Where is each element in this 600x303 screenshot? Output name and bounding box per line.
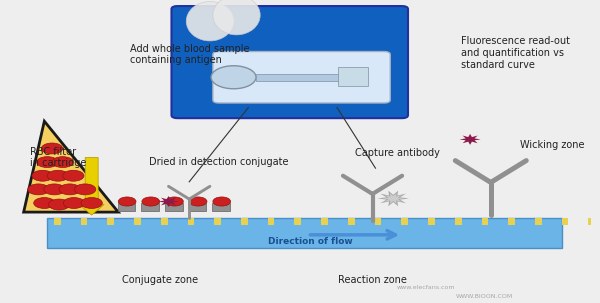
Bar [107,218,114,225]
Bar [268,218,274,225]
Circle shape [74,184,96,195]
Bar [212,203,230,211]
Bar [165,203,183,211]
Circle shape [32,170,53,181]
Text: www.elecfans.com: www.elecfans.com [397,285,455,290]
Polygon shape [383,193,404,204]
Bar [54,218,61,225]
Ellipse shape [186,2,233,41]
Circle shape [213,197,230,206]
Circle shape [63,198,85,208]
Circle shape [44,184,65,195]
Text: Add whole blood sample
containing antigen: Add whole blood sample containing antige… [130,44,250,65]
Bar [428,218,435,225]
Circle shape [118,197,136,206]
Bar [338,67,368,86]
Circle shape [49,199,70,210]
Circle shape [41,143,62,154]
Text: Capture antibody: Capture antibody [355,148,440,158]
Bar [374,218,382,225]
Bar [482,218,488,225]
Bar [118,203,136,211]
Circle shape [59,184,80,195]
FancyArrow shape [79,158,104,215]
Polygon shape [23,121,118,212]
Circle shape [28,184,49,195]
Circle shape [211,66,256,89]
Ellipse shape [213,0,260,35]
Bar [134,218,141,225]
Bar [321,218,328,225]
Bar [188,218,194,225]
Circle shape [81,198,102,208]
Bar [348,218,355,225]
Circle shape [142,197,160,206]
Bar [188,203,206,211]
Text: RBC filter
in cartridge: RBC filter in cartridge [29,147,86,168]
Circle shape [189,197,207,206]
Text: Fluorescence read-out
and quantification vs
standard curve: Fluorescence read-out and quantification… [461,36,570,70]
Bar [142,203,159,211]
FancyBboxPatch shape [172,6,408,118]
Bar [47,218,562,248]
Bar [535,218,542,225]
Text: Conjugate zone: Conjugate zone [122,275,198,285]
Bar [241,218,248,225]
Bar [161,218,167,225]
Bar [214,218,221,225]
Bar [295,218,301,225]
Circle shape [52,157,73,168]
FancyBboxPatch shape [213,52,390,103]
Text: WWW.BIOON.COM: WWW.BIOON.COM [456,295,514,299]
Bar [562,218,568,225]
Text: Wicking zone: Wicking zone [520,140,585,151]
Bar [508,218,515,225]
Text: Dried in detection conjugate: Dried in detection conjugate [149,157,289,167]
Bar [81,218,88,225]
Circle shape [34,198,55,208]
Bar [589,218,595,225]
Circle shape [62,170,84,181]
Circle shape [166,197,184,206]
Bar [455,218,461,225]
Bar [401,218,408,225]
Text: Direction of flow: Direction of flow [268,237,353,246]
Polygon shape [460,134,481,145]
Text: Reaction zone: Reaction zone [338,275,407,285]
Circle shape [47,170,68,181]
Polygon shape [158,196,179,207]
Polygon shape [377,191,409,206]
Circle shape [37,157,58,168]
Bar [256,74,339,81]
